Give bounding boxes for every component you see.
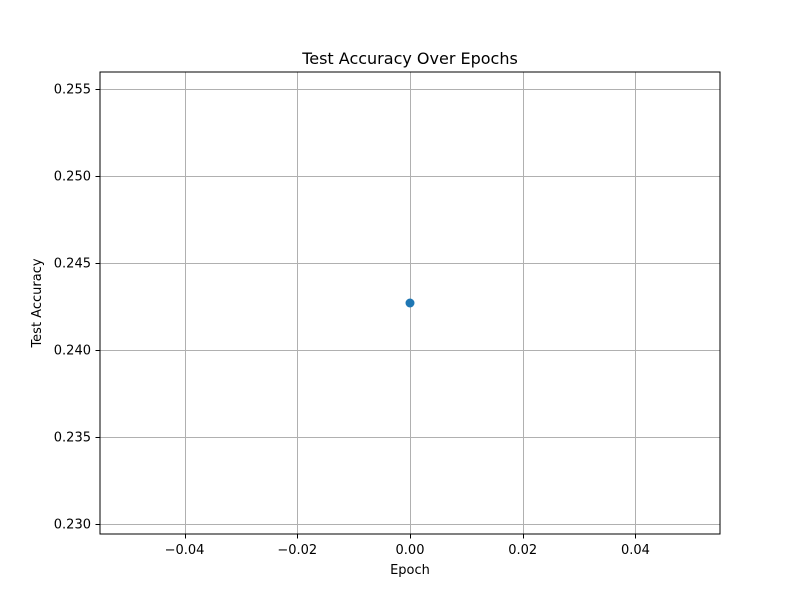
y-tick-label: 0.255 <box>54 83 91 98</box>
y-tick-label: 0.245 <box>54 256 91 271</box>
data-marks <box>405 298 415 308</box>
x-tick-label: 0.02 <box>508 543 537 558</box>
y-tick-label: 0.250 <box>54 170 91 185</box>
x-tick-label: 0.00 <box>396 543 425 558</box>
y-tick-label: 0.230 <box>54 517 91 532</box>
y-tick-label: 0.235 <box>54 430 91 445</box>
grid <box>100 72 720 534</box>
y-tick-label: 0.240 <box>54 343 91 358</box>
x-tick-label: 0.04 <box>621 543 650 558</box>
x-tick-label: −0.02 <box>277 543 317 558</box>
ticks: −0.04 −0.02 0.00 0.02 0.04 0.230 0.235 0.240 0.2… <box>54 83 650 558</box>
data-point <box>405 298 415 308</box>
chart-title: Test Accuracy Over Epochs <box>301 49 518 68</box>
y-axis-label: Test Accuracy <box>30 258 45 348</box>
x-axis-label: Epoch <box>390 563 430 578</box>
x-tick-label: −0.04 <box>165 543 205 558</box>
